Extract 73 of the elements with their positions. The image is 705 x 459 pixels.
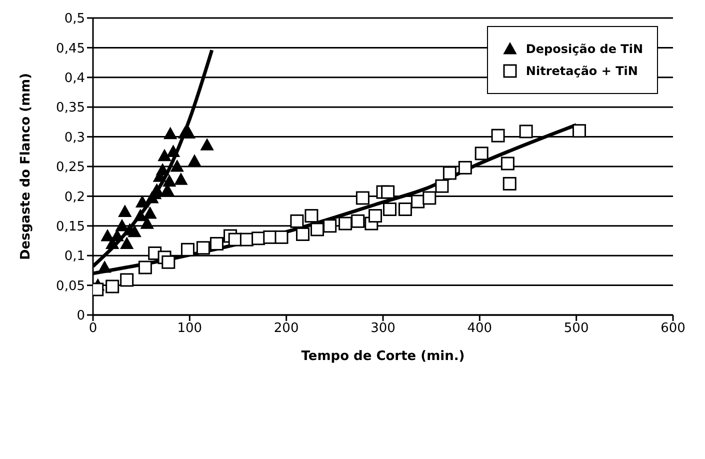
x-tick-label: 600 <box>660 321 686 336</box>
y-tick-label: 0,35 <box>56 100 85 116</box>
y-tick-label: 0,1 <box>64 249 85 264</box>
point <box>383 202 397 216</box>
point <box>422 191 436 205</box>
point <box>120 237 134 250</box>
point <box>310 222 324 236</box>
point <box>304 209 318 223</box>
point <box>164 127 177 140</box>
point <box>180 242 194 256</box>
point <box>101 230 114 242</box>
point <box>338 216 352 230</box>
point <box>118 205 132 217</box>
x-tick-label: 0 <box>88 321 98 336</box>
point <box>368 209 382 223</box>
point <box>134 209 147 222</box>
point <box>110 230 124 242</box>
x-tick-label: 200 <box>274 321 299 336</box>
point <box>162 174 176 187</box>
x-tick-label: 500 <box>564 321 589 336</box>
x-tick-label: 400 <box>467 321 492 336</box>
y-tick-label: 0,15 <box>56 220 85 235</box>
y-tick-label: 0 <box>76 308 85 324</box>
point <box>351 214 365 228</box>
point <box>502 176 516 190</box>
point <box>290 214 304 228</box>
point <box>162 255 176 269</box>
point <box>136 196 149 208</box>
legend-label: Deposição de TiN <box>526 42 643 56</box>
point <box>166 145 180 157</box>
point <box>116 219 128 232</box>
point <box>274 230 288 244</box>
point <box>263 230 277 244</box>
point <box>106 280 120 294</box>
x-tick-label: 100 <box>177 321 202 336</box>
point <box>120 273 134 287</box>
point <box>323 219 337 233</box>
y-tick-label: 0,5 <box>64 12 85 27</box>
point <box>174 173 188 185</box>
point <box>356 191 370 205</box>
point <box>442 166 456 180</box>
point <box>196 241 210 255</box>
point <box>98 260 112 273</box>
point <box>519 124 533 138</box>
point <box>140 217 154 229</box>
point <box>435 179 449 193</box>
point <box>500 156 514 170</box>
y-tick-label: 0,4 <box>64 71 85 86</box>
y-tick-label: 0,2 <box>64 190 85 205</box>
point <box>144 206 157 219</box>
y-tick-label: 0,05 <box>56 278 85 294</box>
point <box>381 185 395 199</box>
point <box>138 260 152 274</box>
point <box>398 202 412 216</box>
y-axis-title: Desgaste do Flanco (mm) <box>18 73 34 260</box>
point <box>210 236 224 250</box>
point <box>458 160 472 174</box>
point <box>296 227 310 241</box>
y-tick-label: 0,3 <box>64 130 85 146</box>
legend-label: Nitretação + TiN <box>526 64 638 78</box>
x-tick-label: 300 <box>370 321 396 336</box>
point <box>491 128 505 142</box>
point <box>158 149 172 162</box>
point <box>474 146 488 160</box>
y-tick-label: 0,45 <box>56 41 85 56</box>
x-axis-title: Tempo de Corte (min.) <box>301 349 465 364</box>
point <box>156 164 170 176</box>
point <box>150 184 164 196</box>
y-tick-label: 0,25 <box>56 160 85 176</box>
point <box>200 138 214 150</box>
point <box>128 225 142 238</box>
point <box>188 154 201 166</box>
point <box>170 160 184 172</box>
